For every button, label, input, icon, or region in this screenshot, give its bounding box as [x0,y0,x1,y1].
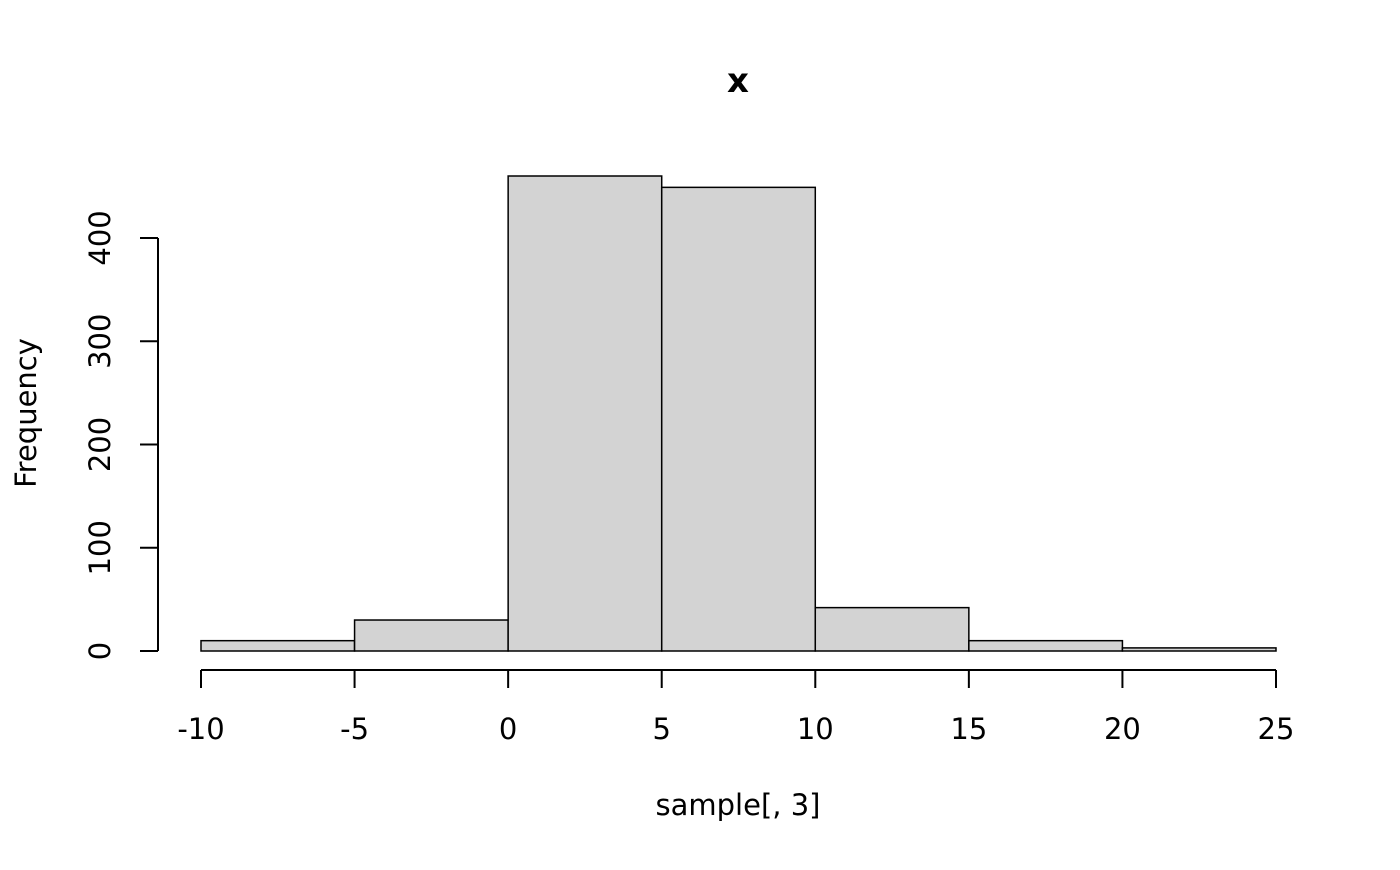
x-tick-label: 5 [652,712,670,746]
x-tick-label: 25 [1258,712,1295,746]
y-tick-label: 0 [83,642,117,660]
bar [660,186,817,652]
x-tick-label: 20 [1104,712,1141,746]
chart-title: x [727,61,749,101]
x-tick-label: 0 [499,712,517,746]
y-tick-label: 200 [83,417,117,472]
y-tick-label: 400 [83,210,117,265]
y-tick-label: 300 [83,314,117,369]
x-tick-label: 15 [950,712,987,746]
y-axis-label: Frequency [9,338,43,488]
x-tick-label: -5 [340,712,369,746]
bar [353,619,509,652]
bar [814,606,970,652]
x-tick-label: 10 [797,712,834,746]
y-tick-label: 100 [83,520,117,575]
bar [200,639,356,652]
bar [968,639,1124,652]
x-tick-label: -10 [177,712,224,746]
bar [507,175,663,652]
x-axis-label: sample[, 3] [656,788,821,822]
bar [1121,647,1277,652]
